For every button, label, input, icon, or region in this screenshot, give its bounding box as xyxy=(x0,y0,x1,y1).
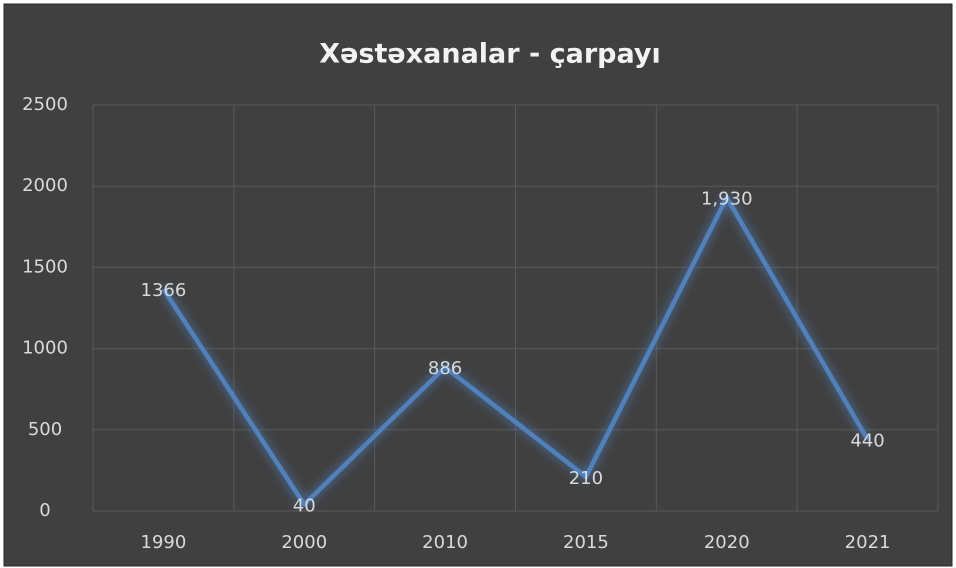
x-tick-label: 1990 xyxy=(141,532,187,553)
y-tick-label: 2500 xyxy=(22,94,68,115)
data-label: 1366 xyxy=(141,280,187,301)
series-line xyxy=(161,195,870,507)
x-tick-label: 2021 xyxy=(845,532,891,553)
x-tick-label: 2015 xyxy=(563,532,609,553)
data-label: 1,930 xyxy=(701,189,753,210)
chart-title: Xəstəxanalar - çarpayı xyxy=(319,39,660,70)
x-tick-label: 2020 xyxy=(704,532,750,553)
x-tick-label: 2010 xyxy=(422,532,468,553)
data-label: 886 xyxy=(428,358,462,379)
y-tick-label: 0 xyxy=(39,500,50,521)
y-tick-label: 2000 xyxy=(22,175,68,196)
data-label: 40 xyxy=(293,496,316,517)
data-label: 440 xyxy=(850,431,884,452)
y-tick-label: 1000 xyxy=(22,338,68,359)
x-tick-label: 2000 xyxy=(281,532,327,553)
y-tick-label: 500 xyxy=(28,419,62,440)
chart-background xyxy=(3,3,953,567)
data-label: 210 xyxy=(569,468,603,489)
y-tick-label: 1500 xyxy=(22,256,68,277)
